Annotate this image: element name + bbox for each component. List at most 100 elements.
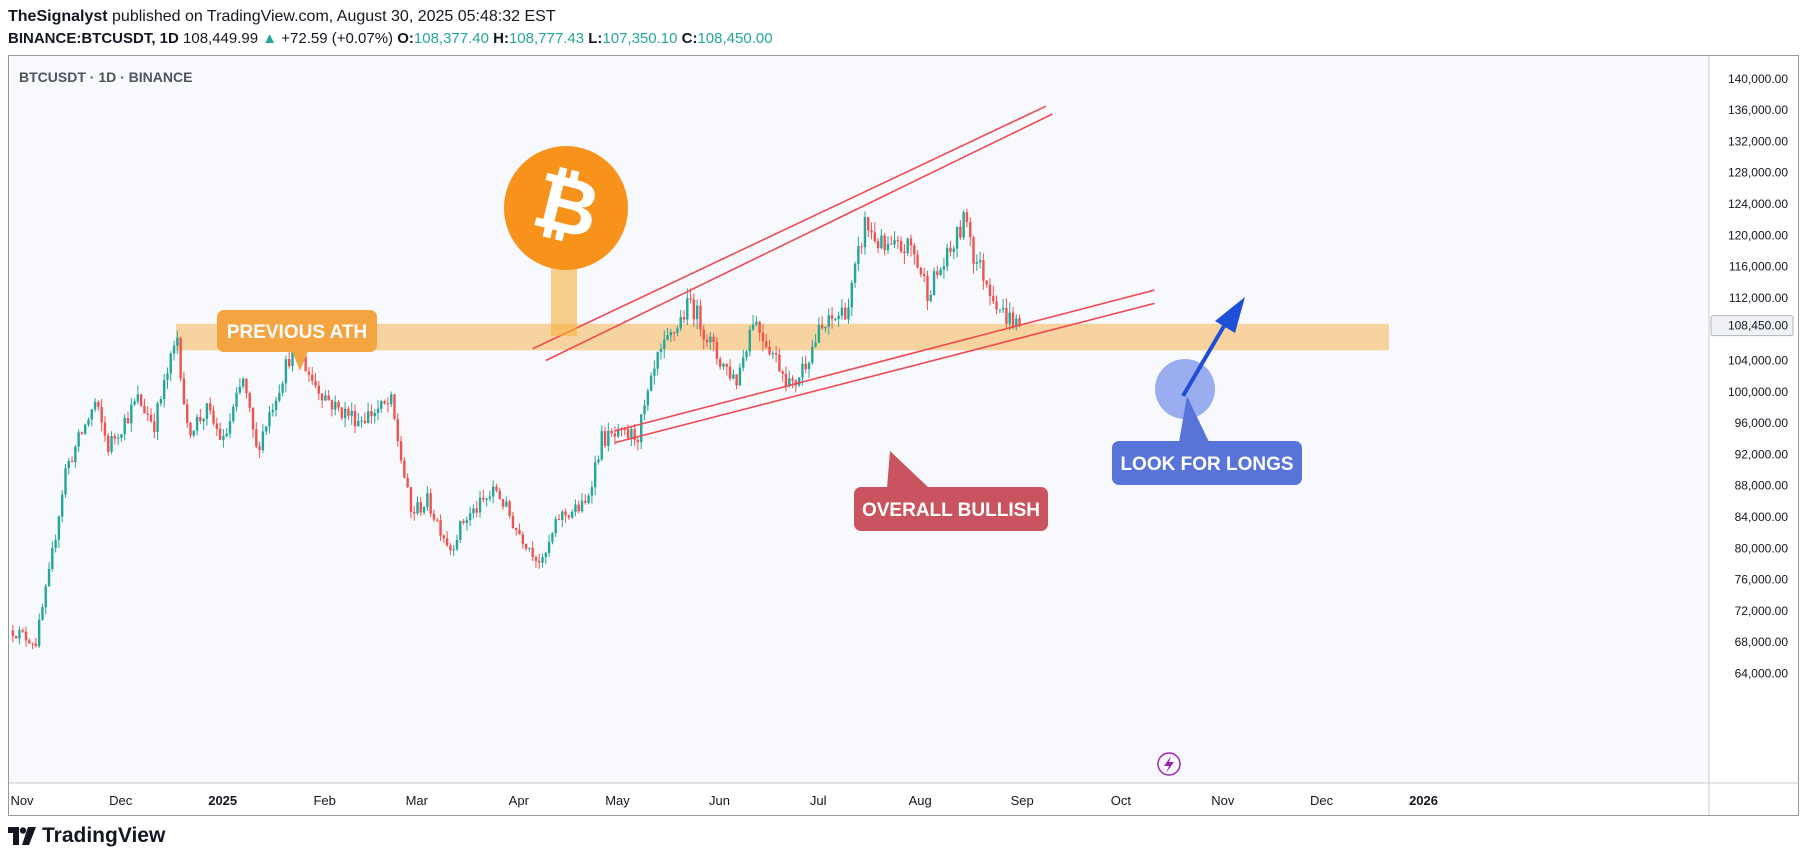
channel-line[interactable] — [532, 105, 1047, 350]
previous-ath-zone[interactable] — [176, 323, 1389, 351]
candle-body — [498, 490, 501, 500]
previous-ath-label-box[interactable] — [217, 310, 377, 352]
candle-body — [436, 519, 439, 521]
candle-body — [225, 433, 228, 437]
chart-canvas[interactable]: BTCUSDT · 1D · BINANCE ₿PREVIOUS ATHOVER… — [9, 56, 1798, 815]
time-axis[interactable]: Nov Dec 2025 Feb Mar Apr May Jun Jul Aug Sep Oct Nov… — [10, 793, 1438, 808]
event-lightning-icon[interactable] — [1157, 752, 1181, 776]
candle-body — [886, 243, 890, 251]
price-tick-label: 88,000.00 — [1735, 479, 1789, 493]
candle-body — [57, 516, 61, 540]
candle-body — [482, 497, 485, 500]
look-for-longs-label-box[interactable] — [1112, 441, 1302, 485]
time-tick-label: Jun — [709, 793, 730, 808]
candle-body — [97, 401, 100, 407]
support-line[interactable] — [614, 289, 1155, 432]
price-tick-label: 92,000.00 — [1735, 447, 1789, 461]
look-for-longs-label: LOOK FOR LONGS — [1120, 454, 1293, 475]
candle-body — [745, 351, 748, 358]
plot-area[interactable] — [9, 56, 1709, 783]
candle-body — [31, 643, 34, 645]
candle-body — [561, 511, 564, 520]
candle-body — [873, 232, 877, 242]
candle-body — [827, 315, 830, 327]
candle-body — [380, 401, 383, 409]
publish-line: TheSignalyst published on TradingView.co… — [8, 6, 773, 28]
candle-body — [18, 630, 21, 639]
candle-body — [528, 547, 531, 549]
price-tick-label: 100,000.00 — [1728, 385, 1788, 399]
candle-body — [472, 508, 475, 514]
close-value: 108,450.00 — [697, 30, 773, 47]
candle-body — [613, 433, 617, 437]
time-tick-label: Sep — [1011, 793, 1034, 808]
candle-body — [699, 305, 702, 330]
candle-body — [47, 568, 51, 587]
candle-body — [93, 401, 97, 410]
open-value: 108,377.40 — [413, 30, 489, 47]
candle-body — [393, 394, 396, 419]
price-axis[interactable]: 140,000.00 136,000.00 132,000.00 128,000.00… — [1710, 72, 1794, 681]
candle-body — [570, 512, 574, 518]
overall-bullish-label-pointer — [887, 451, 929, 488]
ohlc-line: BINANCE:BTCUSDT, 1D 108,449.99 ▲ +72.59 … — [8, 28, 773, 50]
candle-body — [360, 420, 363, 422]
tradingview-logo[interactable]: TradingView — [8, 824, 165, 848]
candle-body — [946, 247, 949, 267]
previous-ath-label-pointer — [292, 351, 308, 371]
chart-header: TheSignalyst published on TradingView.co… — [8, 6, 773, 50]
candle-body — [890, 243, 893, 245]
time-tick-label: Aug — [909, 793, 932, 808]
candle-body — [883, 235, 886, 251]
candle-body — [11, 630, 15, 636]
candle-body — [547, 541, 551, 553]
candle-body — [972, 237, 975, 264]
candle-body — [64, 468, 67, 495]
candle-body — [751, 324, 755, 330]
candle-body — [712, 336, 715, 342]
candle-body — [534, 557, 538, 561]
overall-bullish-label-box[interactable] — [854, 487, 1048, 531]
candle-body — [992, 296, 995, 302]
candle-body — [643, 405, 646, 415]
published-text: published on TradingView.com, August 30,… — [112, 8, 556, 25]
candle-body — [491, 486, 495, 497]
time-tick-label: 2025 — [208, 793, 237, 808]
candle-body — [554, 518, 557, 534]
candle-body — [1011, 312, 1015, 327]
candle-body — [541, 556, 544, 563]
candle-body — [682, 316, 686, 320]
candle-body — [459, 520, 462, 540]
support-line[interactable] — [614, 302, 1155, 444]
candle-body — [445, 538, 449, 546]
candle-body — [245, 378, 248, 394]
candle-body — [347, 408, 350, 416]
price-tick-label: 84,000.00 — [1735, 510, 1789, 524]
candle-body — [218, 428, 222, 440]
candle-body — [919, 267, 923, 275]
candle-body — [672, 332, 676, 334]
candle-body — [238, 386, 242, 393]
event-lightning-bolt — [1164, 756, 1174, 773]
candle-body — [406, 477, 409, 488]
author-name[interactable]: TheSignalyst — [8, 8, 108, 25]
candle-body — [732, 374, 735, 379]
time-tick-label: Mar — [406, 793, 429, 808]
candle-body — [419, 502, 422, 513]
channel-line[interactable] — [545, 113, 1053, 362]
price-tick-label: 68,000.00 — [1735, 635, 1789, 649]
candle-body — [166, 373, 169, 380]
candle-body — [768, 346, 771, 355]
candle-body — [735, 374, 738, 386]
candle-body — [830, 315, 834, 320]
candle-body — [90, 409, 93, 420]
candle-body — [689, 298, 692, 300]
candle-body — [179, 337, 182, 379]
candle-body — [817, 324, 821, 343]
candle-body — [788, 378, 791, 386]
candle-body — [153, 421, 156, 433]
candle-body — [399, 441, 403, 461]
candle-body — [926, 275, 929, 301]
candle-body — [686, 298, 689, 320]
candle-body — [860, 246, 863, 248]
